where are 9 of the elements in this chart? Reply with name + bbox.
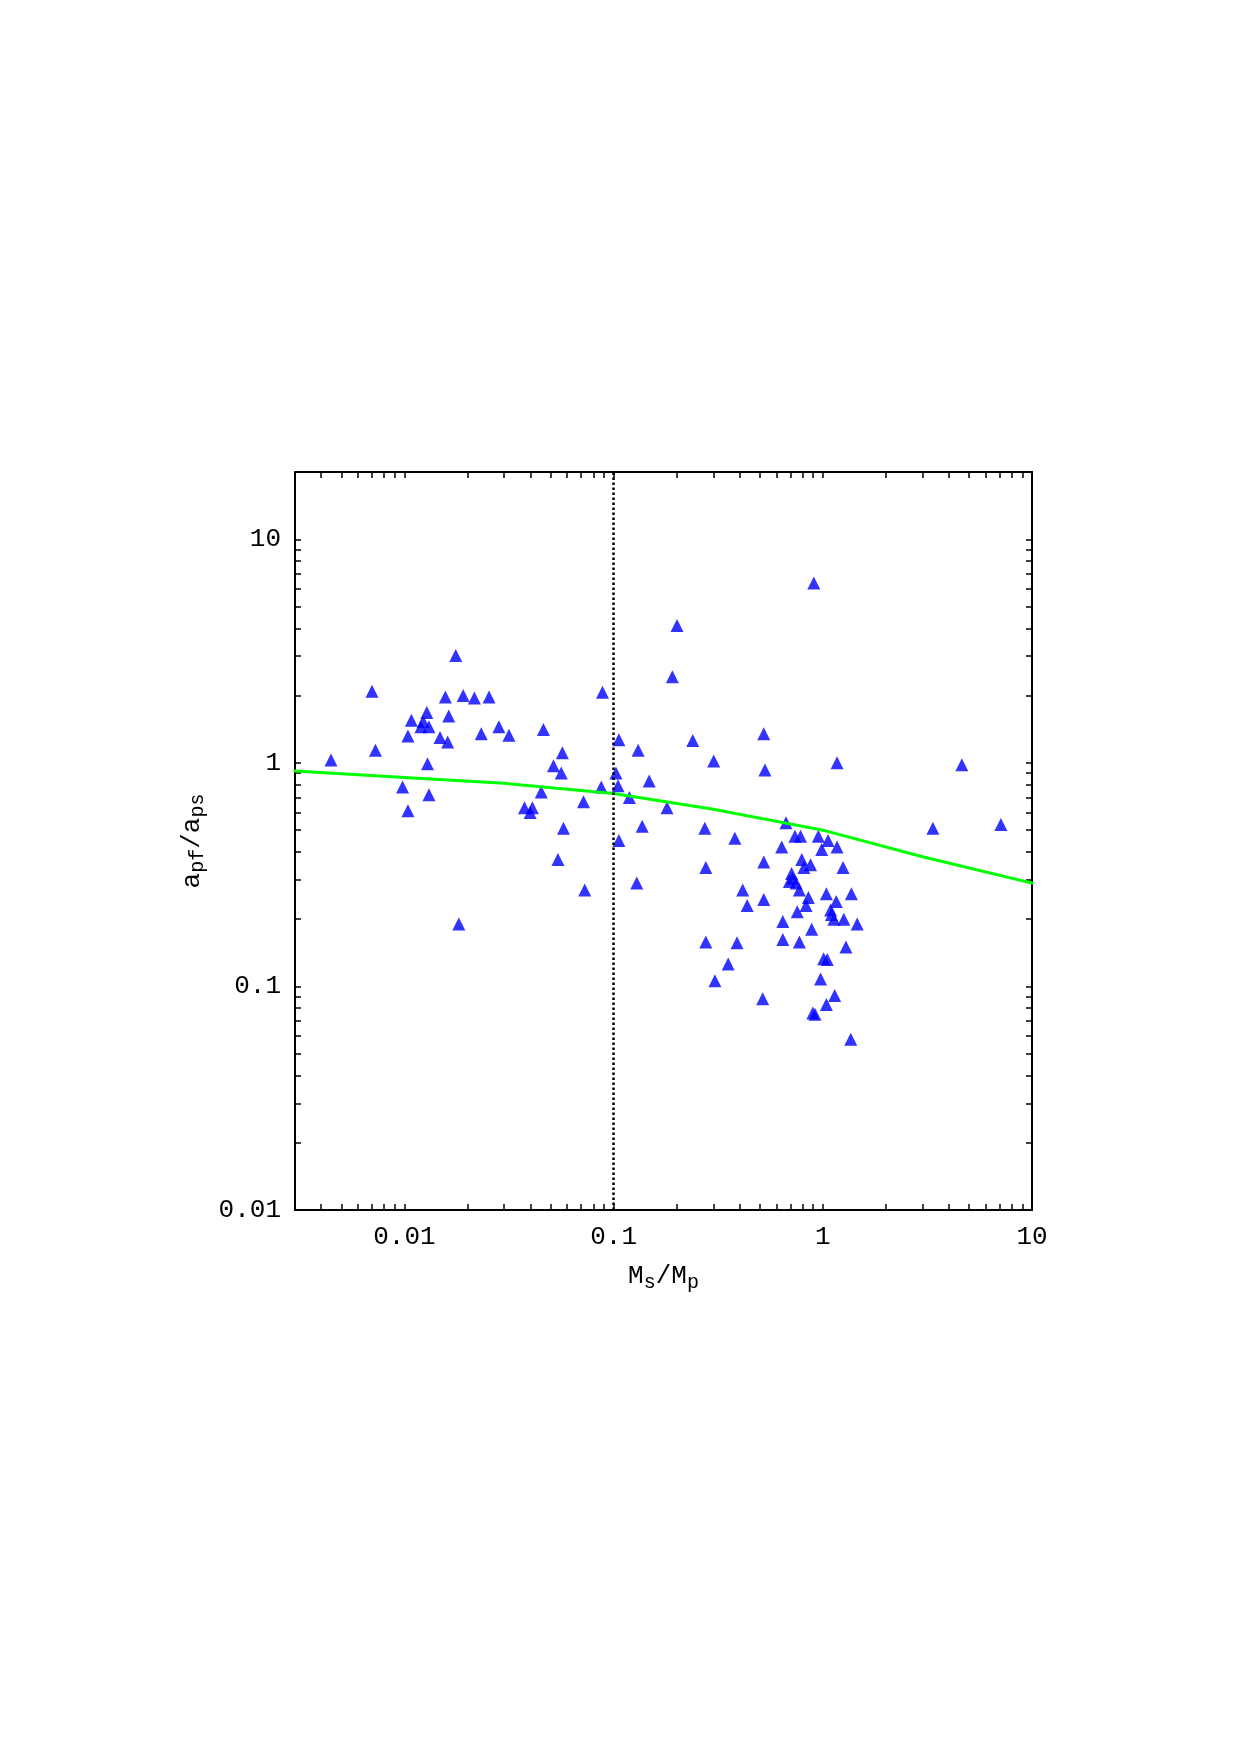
y-axis-title: apf/aps: [176, 793, 210, 889]
y-tick-label: 1: [265, 747, 281, 778]
y-tick-label: 0.1: [234, 971, 281, 1002]
y-tick-label: 0.01: [218, 1195, 281, 1225]
x-tick-label: 10: [1016, 1222, 1048, 1252]
y-tick-label: 10: [249, 524, 281, 555]
x-tick-label: 1: [814, 1222, 831, 1252]
x-tick-label: 0.01: [373, 1222, 436, 1252]
x-tick-label: 0.1: [590, 1222, 637, 1252]
